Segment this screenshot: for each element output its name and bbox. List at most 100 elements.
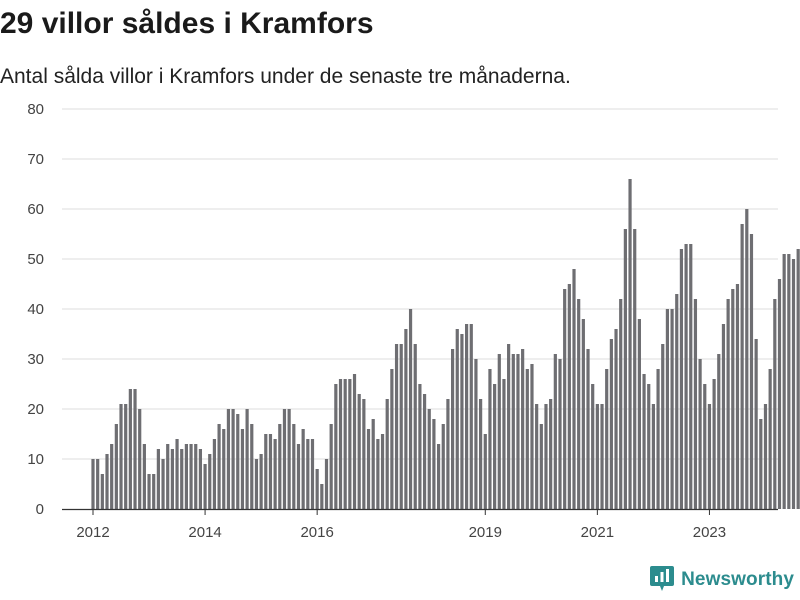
bar	[516, 354, 520, 509]
bar	[278, 424, 282, 509]
bar	[306, 439, 310, 509]
bar	[422, 394, 427, 509]
bar	[469, 324, 473, 509]
bar	[156, 449, 160, 509]
bar	[777, 279, 782, 509]
bar	[544, 404, 548, 509]
bar	[96, 459, 100, 509]
bar	[119, 404, 123, 509]
bar	[535, 404, 539, 509]
bar	[399, 344, 403, 509]
bar	[698, 359, 702, 509]
bar	[138, 409, 142, 509]
bar	[152, 474, 156, 509]
bar	[436, 444, 441, 509]
bar	[142, 444, 146, 509]
bar	[642, 374, 646, 509]
bar	[525, 369, 529, 509]
brand[interactable]: Newsworthy	[649, 564, 794, 597]
bar	[684, 244, 688, 509]
bar	[656, 369, 660, 509]
bar	[600, 404, 604, 509]
bar	[380, 434, 385, 509]
x-axis: 2012201420162019202120232025	[62, 508, 778, 541]
bar	[371, 419, 375, 509]
newsworthy-logo-icon	[649, 564, 675, 597]
bar	[287, 409, 291, 509]
bar	[749, 234, 754, 509]
bar	[245, 409, 249, 509]
bar	[731, 289, 735, 509]
bar	[763, 404, 768, 509]
bar	[376, 439, 380, 509]
bar	[460, 334, 464, 509]
bar	[717, 354, 721, 509]
bar	[693, 299, 698, 509]
bar	[740, 224, 744, 509]
y-tick-label: 30	[27, 351, 44, 368]
bar-chart: 0 10 20 30 40 50 60 70 80 2012 2014 2016 2019 2021 20…	[27, 101, 800, 541]
x-tick-label: 2014	[188, 524, 221, 541]
bar	[320, 484, 324, 509]
bar	[408, 309, 413, 509]
bar	[768, 369, 772, 509]
y-tick-label: 70	[27, 151, 44, 168]
bar	[362, 399, 366, 509]
bar	[474, 359, 478, 509]
bar	[114, 424, 118, 509]
bar	[572, 269, 576, 509]
y-tick-label: 40	[27, 301, 44, 318]
bar	[184, 444, 188, 509]
bar	[675, 294, 679, 509]
bar	[212, 439, 217, 509]
y-tick-label: 50	[27, 251, 44, 268]
bar	[147, 474, 151, 509]
bar	[231, 409, 235, 509]
bar	[619, 299, 623, 509]
bar	[502, 379, 506, 509]
x-tick-label: 2023	[693, 524, 726, 541]
bar	[553, 354, 557, 509]
bar	[614, 329, 618, 509]
bar	[259, 454, 263, 509]
bar	[226, 409, 231, 509]
bar	[558, 359, 562, 509]
bar	[418, 384, 422, 509]
bar	[446, 399, 450, 509]
y-tick-label: 20	[27, 401, 44, 418]
bar	[637, 319, 641, 509]
bar	[754, 339, 758, 509]
x-tick-label: 2012	[76, 524, 109, 541]
bar	[441, 424, 445, 509]
brand-name: Newsworthy	[681, 569, 794, 590]
bar	[759, 419, 763, 509]
bar	[735, 284, 740, 509]
bar	[539, 424, 543, 509]
bar	[581, 319, 585, 509]
bar	[264, 434, 268, 509]
bar	[577, 299, 581, 509]
bar	[128, 389, 132, 509]
bar	[161, 459, 165, 509]
bar	[483, 434, 487, 509]
bar	[404, 329, 408, 509]
bar	[651, 404, 655, 509]
bar	[91, 459, 95, 509]
x-tick-label: 2016	[300, 524, 333, 541]
bar	[497, 354, 501, 509]
bar	[348, 379, 352, 509]
bar	[549, 399, 553, 509]
bar	[390, 369, 394, 509]
bar	[254, 459, 259, 509]
bar	[623, 229, 627, 509]
bar	[329, 424, 333, 509]
x-tick-label: 2019	[469, 524, 502, 541]
bar	[796, 249, 800, 509]
bars	[91, 179, 800, 509]
y-tick-label: 0	[36, 501, 44, 518]
bar	[310, 439, 315, 509]
bar	[488, 369, 492, 509]
bar	[455, 329, 459, 509]
bar	[194, 444, 198, 509]
bar	[479, 399, 483, 509]
